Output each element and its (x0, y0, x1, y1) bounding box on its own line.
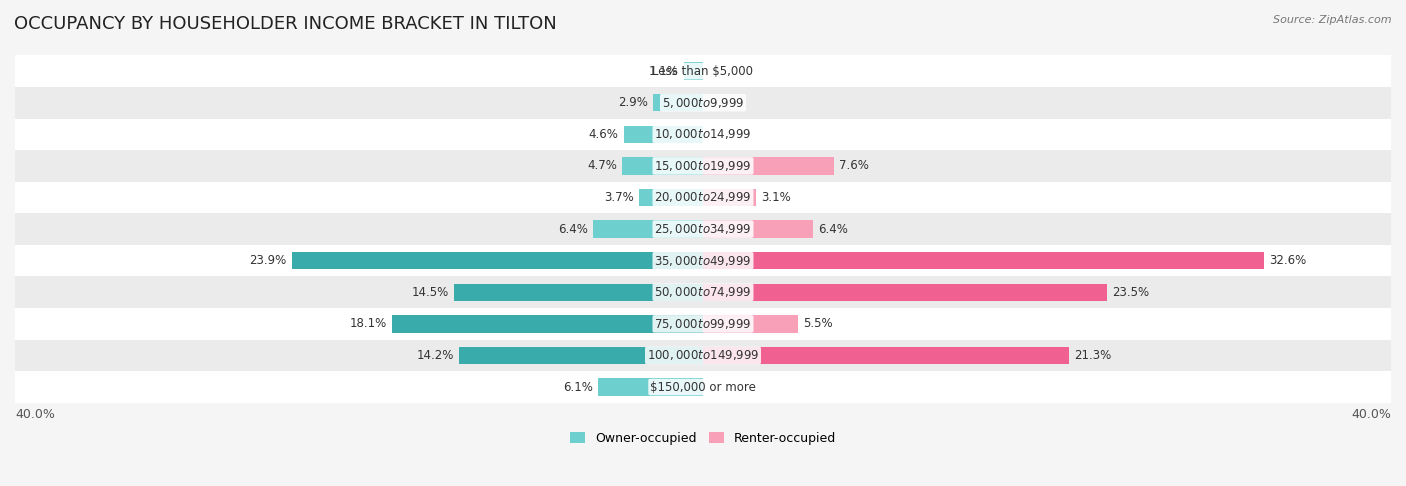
Bar (703, 189, 756, 206)
Text: $10,000 to $14,999: $10,000 to $14,999 (654, 127, 752, 141)
Text: 21.3%: 21.3% (1074, 349, 1112, 362)
Bar (15, 277, 1391, 308)
Bar (703, 221, 813, 238)
Bar (623, 157, 703, 174)
Text: $35,000 to $49,999: $35,000 to $49,999 (654, 254, 752, 268)
Text: 6.1%: 6.1% (562, 381, 593, 394)
Text: 6.4%: 6.4% (818, 223, 848, 236)
Bar (703, 252, 1264, 269)
Text: Source: ZipAtlas.com: Source: ZipAtlas.com (1274, 15, 1392, 25)
Text: 23.5%: 23.5% (1112, 286, 1150, 299)
Bar (15, 55, 1391, 87)
Bar (703, 284, 1107, 301)
Bar (15, 182, 1391, 213)
Bar (15, 308, 1391, 340)
Text: OCCUPANCY BY HOUSEHOLDER INCOME BRACKET IN TILTON: OCCUPANCY BY HOUSEHOLDER INCOME BRACKET … (14, 15, 557, 33)
Text: $20,000 to $24,999: $20,000 to $24,999 (654, 191, 752, 205)
Text: 14.5%: 14.5% (411, 286, 449, 299)
Text: 40.0%: 40.0% (1351, 408, 1391, 420)
Text: 18.1%: 18.1% (349, 317, 387, 330)
Text: 14.2%: 14.2% (416, 349, 454, 362)
Text: 3.7%: 3.7% (605, 191, 634, 204)
Text: 4.7%: 4.7% (588, 159, 617, 173)
Legend: Owner-occupied, Renter-occupied: Owner-occupied, Renter-occupied (565, 427, 841, 450)
Text: 40.0%: 40.0% (15, 408, 55, 420)
Text: $150,000 or more: $150,000 or more (650, 381, 756, 394)
Text: 7.6%: 7.6% (839, 159, 869, 173)
Bar (15, 213, 1391, 245)
Text: $15,000 to $19,999: $15,000 to $19,999 (654, 159, 752, 173)
Text: 6.4%: 6.4% (558, 223, 588, 236)
Text: Less than $5,000: Less than $5,000 (652, 65, 754, 78)
Bar (593, 221, 703, 238)
Bar (292, 252, 703, 269)
Text: $100,000 to $149,999: $100,000 to $149,999 (647, 348, 759, 363)
Bar (640, 189, 703, 206)
Bar (15, 371, 1391, 403)
Text: $75,000 to $99,999: $75,000 to $99,999 (654, 317, 752, 331)
Text: 2.9%: 2.9% (619, 96, 648, 109)
Bar (654, 94, 703, 111)
Text: 5.5%: 5.5% (803, 317, 832, 330)
Text: $5,000 to $9,999: $5,000 to $9,999 (662, 96, 744, 110)
Bar (703, 157, 834, 174)
Bar (15, 340, 1391, 371)
Bar (15, 245, 1391, 277)
Bar (15, 119, 1391, 150)
Bar (15, 87, 1391, 119)
Bar (703, 315, 797, 332)
Bar (703, 347, 1070, 364)
Bar (598, 379, 703, 396)
Bar (15, 150, 1391, 182)
Bar (454, 284, 703, 301)
Text: 4.6%: 4.6% (589, 128, 619, 141)
Bar (624, 125, 703, 143)
Text: $25,000 to $34,999: $25,000 to $34,999 (654, 222, 752, 236)
Text: 1.1%: 1.1% (650, 65, 679, 78)
Text: $50,000 to $74,999: $50,000 to $74,999 (654, 285, 752, 299)
Bar (392, 315, 703, 332)
Text: 23.9%: 23.9% (249, 254, 287, 267)
Bar (685, 62, 703, 80)
Bar (458, 347, 703, 364)
Text: 32.6%: 32.6% (1268, 254, 1306, 267)
Text: 3.1%: 3.1% (762, 191, 792, 204)
